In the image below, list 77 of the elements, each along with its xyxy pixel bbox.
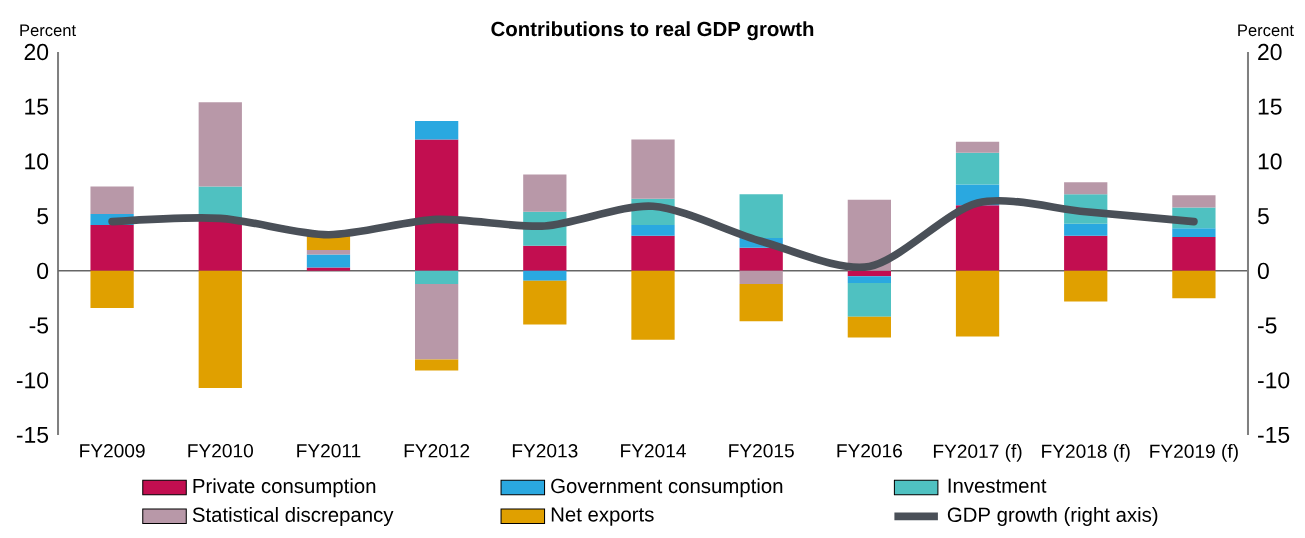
bar (1064, 270, 1108, 302)
legend-label: Government consumption (551, 478, 783, 498)
bar (847, 316, 891, 338)
bar (739, 247, 783, 271)
bar (631, 224, 675, 236)
bar (415, 283, 459, 360)
bar (739, 194, 783, 239)
bar (1172, 270, 1216, 299)
y2-tick-label: 15 (1258, 98, 1282, 115)
x-tick-label: FY2019 (f) (1150, 444, 1238, 462)
bar (847, 276, 891, 283)
x-tick-label: FY2011 (297, 443, 361, 458)
y2-tick-label: 10 (1258, 153, 1282, 170)
y2-tick-label: 0 (1257, 262, 1269, 279)
bar (415, 139, 459, 271)
y-tick-label: 20 (24, 43, 49, 61)
legend-label: Investment (948, 478, 1047, 493)
y2-axis-title: Percent (1238, 24, 1294, 37)
bar (1064, 182, 1108, 195)
bar (631, 235, 675, 271)
bar (1172, 195, 1216, 208)
bar (90, 270, 134, 309)
bar (523, 280, 567, 325)
y-tick-label: 0 (37, 262, 49, 279)
bar (415, 270, 459, 284)
bar (631, 270, 675, 340)
bar (415, 120, 459, 140)
bar (955, 141, 1000, 153)
x-tick-label: FY2015 (729, 443, 794, 458)
legend-label: Net exports (551, 507, 654, 526)
bar (523, 245, 567, 271)
bar (955, 270, 1000, 337)
y-tick-label: -15 (16, 426, 49, 443)
x-tick-label: FY2009 (80, 443, 145, 458)
bar (1064, 235, 1108, 271)
bar (1172, 228, 1216, 237)
bar (1172, 236, 1216, 271)
x-tick-label: FY2013 (512, 443, 578, 458)
bar (847, 270, 891, 277)
x-tick-label: FY2016 (837, 443, 902, 458)
x-tick-label: FY2014 (621, 443, 686, 458)
bar (1064, 223, 1108, 236)
bar (198, 270, 242, 388)
bar (739, 270, 783, 284)
y2-tick-label: 20 (1258, 43, 1282, 61)
bar (306, 254, 351, 268)
y-tick-label: -5 (29, 317, 49, 334)
chart-title: Contributions to real GDP growth (491, 21, 814, 41)
bar (955, 205, 1000, 271)
bar (739, 283, 783, 322)
x-tick-label: FY2018 (f) (1042, 444, 1130, 462)
bar (631, 139, 675, 199)
y2-tick-label: -5 (1258, 317, 1277, 334)
legend-label: Statistical discrepancy (192, 507, 394, 527)
bar (523, 270, 567, 281)
y2-tick-label: -10 (1258, 372, 1290, 389)
bar (306, 267, 351, 271)
y-tick-label: 15 (25, 98, 49, 115)
bar (955, 152, 1000, 185)
x-tick-label: FY2017 (f) (933, 444, 1022, 462)
bar (523, 174, 567, 212)
bar (847, 282, 891, 317)
y-tick-label: -10 (16, 372, 49, 389)
y-tick-label: 10 (25, 153, 49, 170)
legend-label: GDP growth (right axis) (947, 507, 1158, 527)
x-tick-label: FY2012 (404, 443, 470, 458)
bar (90, 224, 134, 271)
bar (415, 359, 459, 371)
bar (306, 250, 351, 255)
y2-tick-label: -15 (1258, 426, 1290, 443)
bar (198, 102, 242, 187)
y2-tick-label: 5 (1257, 208, 1269, 225)
legend-label: Private consumption (193, 478, 376, 498)
x-tick-label: FY2010 (188, 443, 253, 458)
y-tick-label: 5 (37, 208, 49, 225)
bar (90, 186, 134, 214)
y-axis-title: Percent (20, 24, 76, 37)
